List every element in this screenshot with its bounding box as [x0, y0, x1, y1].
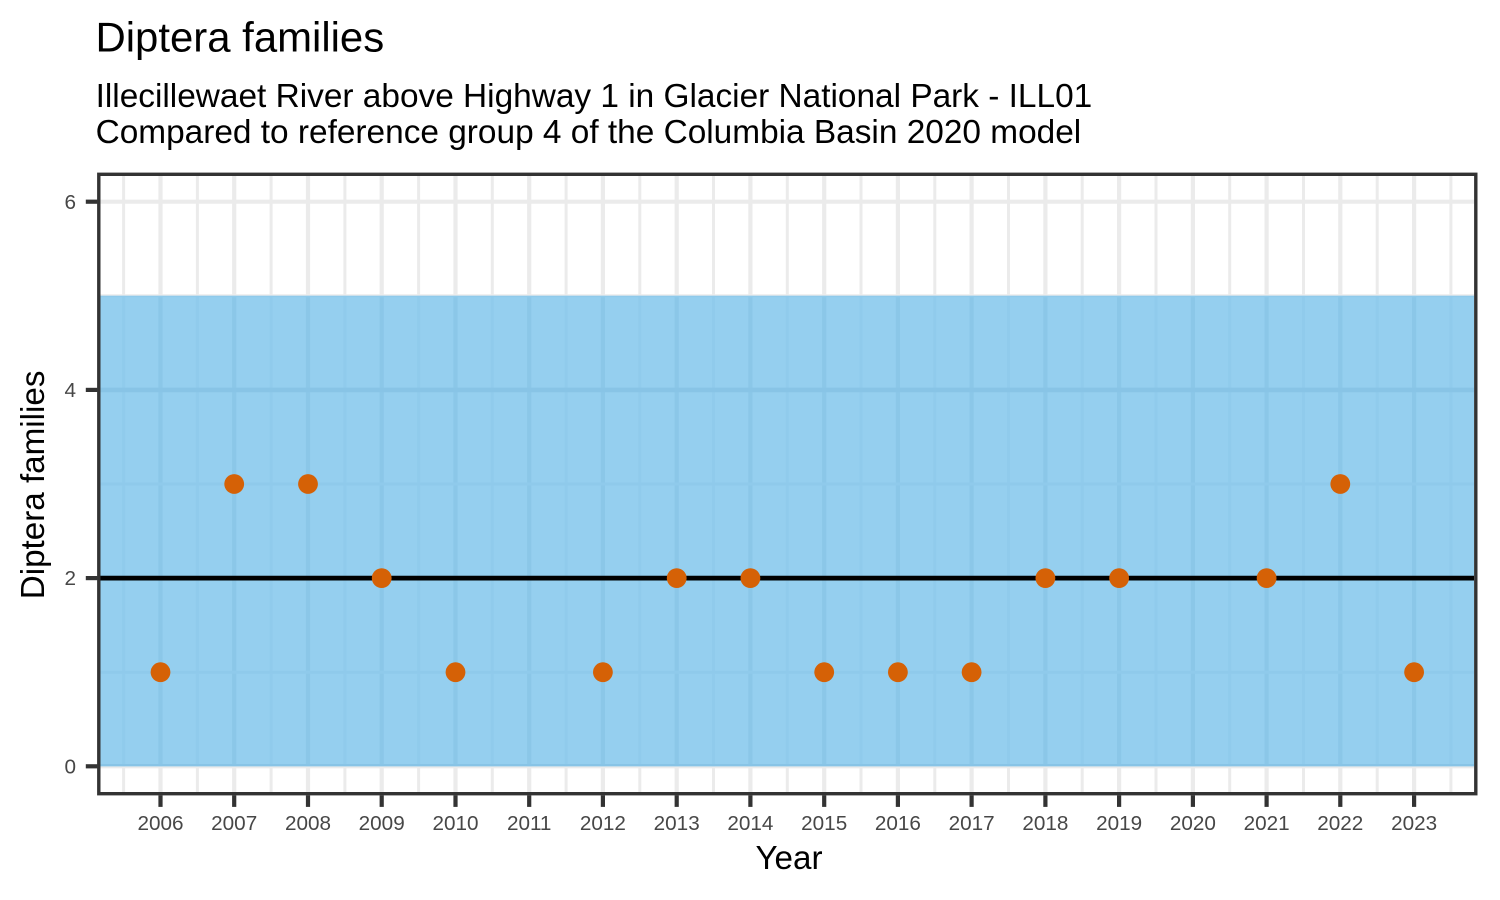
- svg-text:2019: 2019: [1096, 812, 1142, 835]
- svg-text:2012: 2012: [580, 812, 626, 835]
- svg-text:Year: Year: [755, 840, 822, 877]
- svg-text:2017: 2017: [949, 812, 995, 835]
- svg-text:2007: 2007: [211, 812, 257, 835]
- svg-text:Diptera families: Diptera families: [96, 14, 385, 61]
- svg-text:2021: 2021: [1244, 812, 1290, 835]
- svg-text:2: 2: [64, 567, 76, 590]
- svg-text:2016: 2016: [875, 812, 921, 835]
- svg-text:2020: 2020: [1170, 812, 1216, 835]
- svg-text:2009: 2009: [359, 812, 405, 835]
- svg-text:2023: 2023: [1391, 812, 1437, 835]
- svg-text:2011: 2011: [507, 812, 552, 835]
- svg-text:6: 6: [64, 191, 76, 214]
- svg-text:4: 4: [64, 379, 76, 402]
- svg-text:0: 0: [64, 755, 76, 778]
- svg-text:2015: 2015: [801, 812, 847, 835]
- svg-text:2010: 2010: [432, 812, 478, 835]
- svg-text:2008: 2008: [285, 812, 331, 835]
- svg-text:Illecillewaet River above High: Illecillewaet River above Highway 1 in G…: [96, 78, 1093, 115]
- svg-text:2006: 2006: [137, 812, 183, 835]
- svg-text:2018: 2018: [1022, 812, 1068, 835]
- svg-text:Diptera families: Diptera families: [15, 371, 52, 600]
- svg-text:2014: 2014: [727, 812, 773, 835]
- svg-text:Compared to reference group 4: Compared to reference group 4 of the Col…: [96, 114, 1082, 151]
- svg-text:2013: 2013: [654, 812, 700, 835]
- svg-text:2022: 2022: [1317, 812, 1363, 835]
